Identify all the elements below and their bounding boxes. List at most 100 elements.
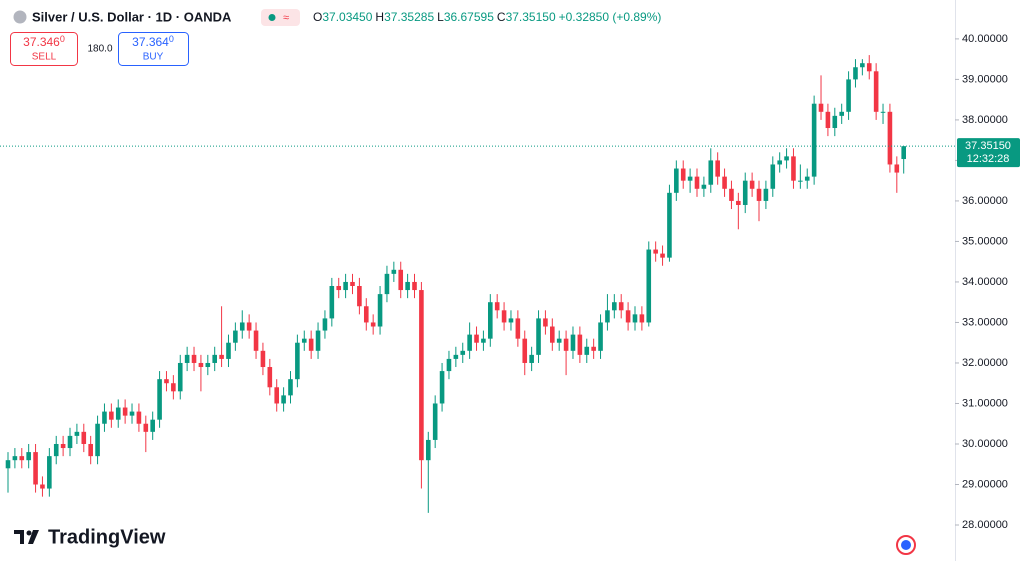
l-value: 36.67595 <box>444 10 494 24</box>
candle-body <box>315 330 321 351</box>
buy-label: BUY <box>143 52 164 63</box>
sell-pip: 0 <box>60 34 65 44</box>
candle-body <box>47 456 52 489</box>
candle-body <box>508 318 514 323</box>
candle-body <box>729 188 734 201</box>
news-icon-inner <box>901 540 911 550</box>
candle-body <box>40 484 45 489</box>
candle-body <box>253 330 259 351</box>
candle-body <box>839 111 844 116</box>
candle-body <box>102 411 107 424</box>
candle-body <box>763 188 769 201</box>
candle-body <box>274 387 280 404</box>
candle-body <box>412 281 417 291</box>
candle-body <box>756 188 762 201</box>
buy-price: 37.3640 <box>132 34 174 49</box>
candle-body <box>219 354 224 359</box>
y-tick-label: 30.00000 <box>962 438 1008 450</box>
candle-body <box>618 302 624 311</box>
candle-body <box>536 318 541 355</box>
candle-body <box>205 362 211 368</box>
candle-body <box>446 358 452 372</box>
y-tick-label: 34.00000 <box>962 276 1008 288</box>
candle-body <box>494 302 500 311</box>
candle-body <box>715 160 720 177</box>
y-tick-label: 36.00000 <box>962 195 1008 207</box>
candle-body <box>384 273 390 295</box>
o-label: O <box>313 10 322 24</box>
brand-name: TradingView <box>48 526 166 548</box>
status-dot <box>268 14 276 21</box>
y-tick-label: 28.00000 <box>962 519 1008 531</box>
y-tick-label: 32.00000 <box>962 357 1008 369</box>
candle-body <box>212 354 217 363</box>
candle-body <box>295 342 300 380</box>
candle-body <box>818 103 824 112</box>
candle-body <box>605 310 610 323</box>
plot <box>0 55 955 513</box>
candle-body <box>322 318 328 331</box>
candle-body <box>777 160 782 165</box>
candle-body <box>853 67 858 80</box>
candle-body <box>453 354 459 359</box>
candle-body <box>680 168 686 181</box>
candle-body <box>550 326 555 343</box>
candle-body <box>667 192 672 258</box>
candle-body <box>350 281 355 287</box>
last-price-box <box>957 138 1020 168</box>
candle-body <box>329 286 335 319</box>
candle-body <box>625 310 631 323</box>
candle-body <box>67 435 73 449</box>
candle-body <box>543 318 548 327</box>
candle-body <box>157 379 162 420</box>
candle-body <box>701 184 707 189</box>
candle-body <box>136 411 142 424</box>
candle-body <box>33 452 38 485</box>
candle-body <box>639 314 645 323</box>
candle-body <box>19 456 25 461</box>
last-price-label: 37.35150 <box>965 140 1011 152</box>
candle-body <box>860 63 865 68</box>
candle-body <box>887 111 893 165</box>
candle-body <box>736 200 741 205</box>
y-tick-label: 40.00000 <box>962 33 1008 45</box>
c-value: 37.35150 <box>506 10 556 24</box>
candle-body <box>901 146 906 160</box>
sell-price-main: 37.346 <box>23 35 60 49</box>
candle-body <box>226 342 231 359</box>
sell-button[interactable] <box>10 32 78 66</box>
candle-body <box>460 350 466 355</box>
candle-body <box>556 338 562 343</box>
candle-body <box>60 443 66 449</box>
candle-body <box>811 103 817 177</box>
candle-body <box>405 281 410 291</box>
y-tick-label: 39.00000 <box>962 73 1008 85</box>
candle-body <box>474 334 479 343</box>
candle-body <box>784 156 789 161</box>
sell-price: 37.3460 <box>23 34 65 49</box>
candle-body <box>708 160 714 185</box>
candle-body <box>191 354 197 363</box>
candle-body <box>357 286 362 307</box>
h-value: 37.35285 <box>384 10 434 24</box>
spread: 180.0 <box>87 44 112 55</box>
chart-title: Silver / U.S. Dollar · 1D · OANDA <box>32 9 232 24</box>
candle-body <box>646 249 652 323</box>
candle-body <box>109 411 114 420</box>
candle-body <box>129 411 135 416</box>
candle-body <box>488 302 493 339</box>
y-tick-label: 35.00000 <box>962 235 1008 247</box>
candle-body <box>432 403 438 440</box>
candle-body <box>377 294 383 327</box>
candle-body <box>281 395 286 404</box>
candle-body <box>74 431 80 436</box>
candle-body <box>95 423 100 457</box>
candle-body <box>798 180 803 182</box>
candle-body <box>660 253 665 258</box>
status-pill[interactable] <box>261 9 300 26</box>
buy-button[interactable] <box>118 32 189 66</box>
candle-body <box>722 176 727 189</box>
candle-body <box>439 371 445 404</box>
candle-body <box>301 338 307 343</box>
brand-logo <box>14 530 39 544</box>
